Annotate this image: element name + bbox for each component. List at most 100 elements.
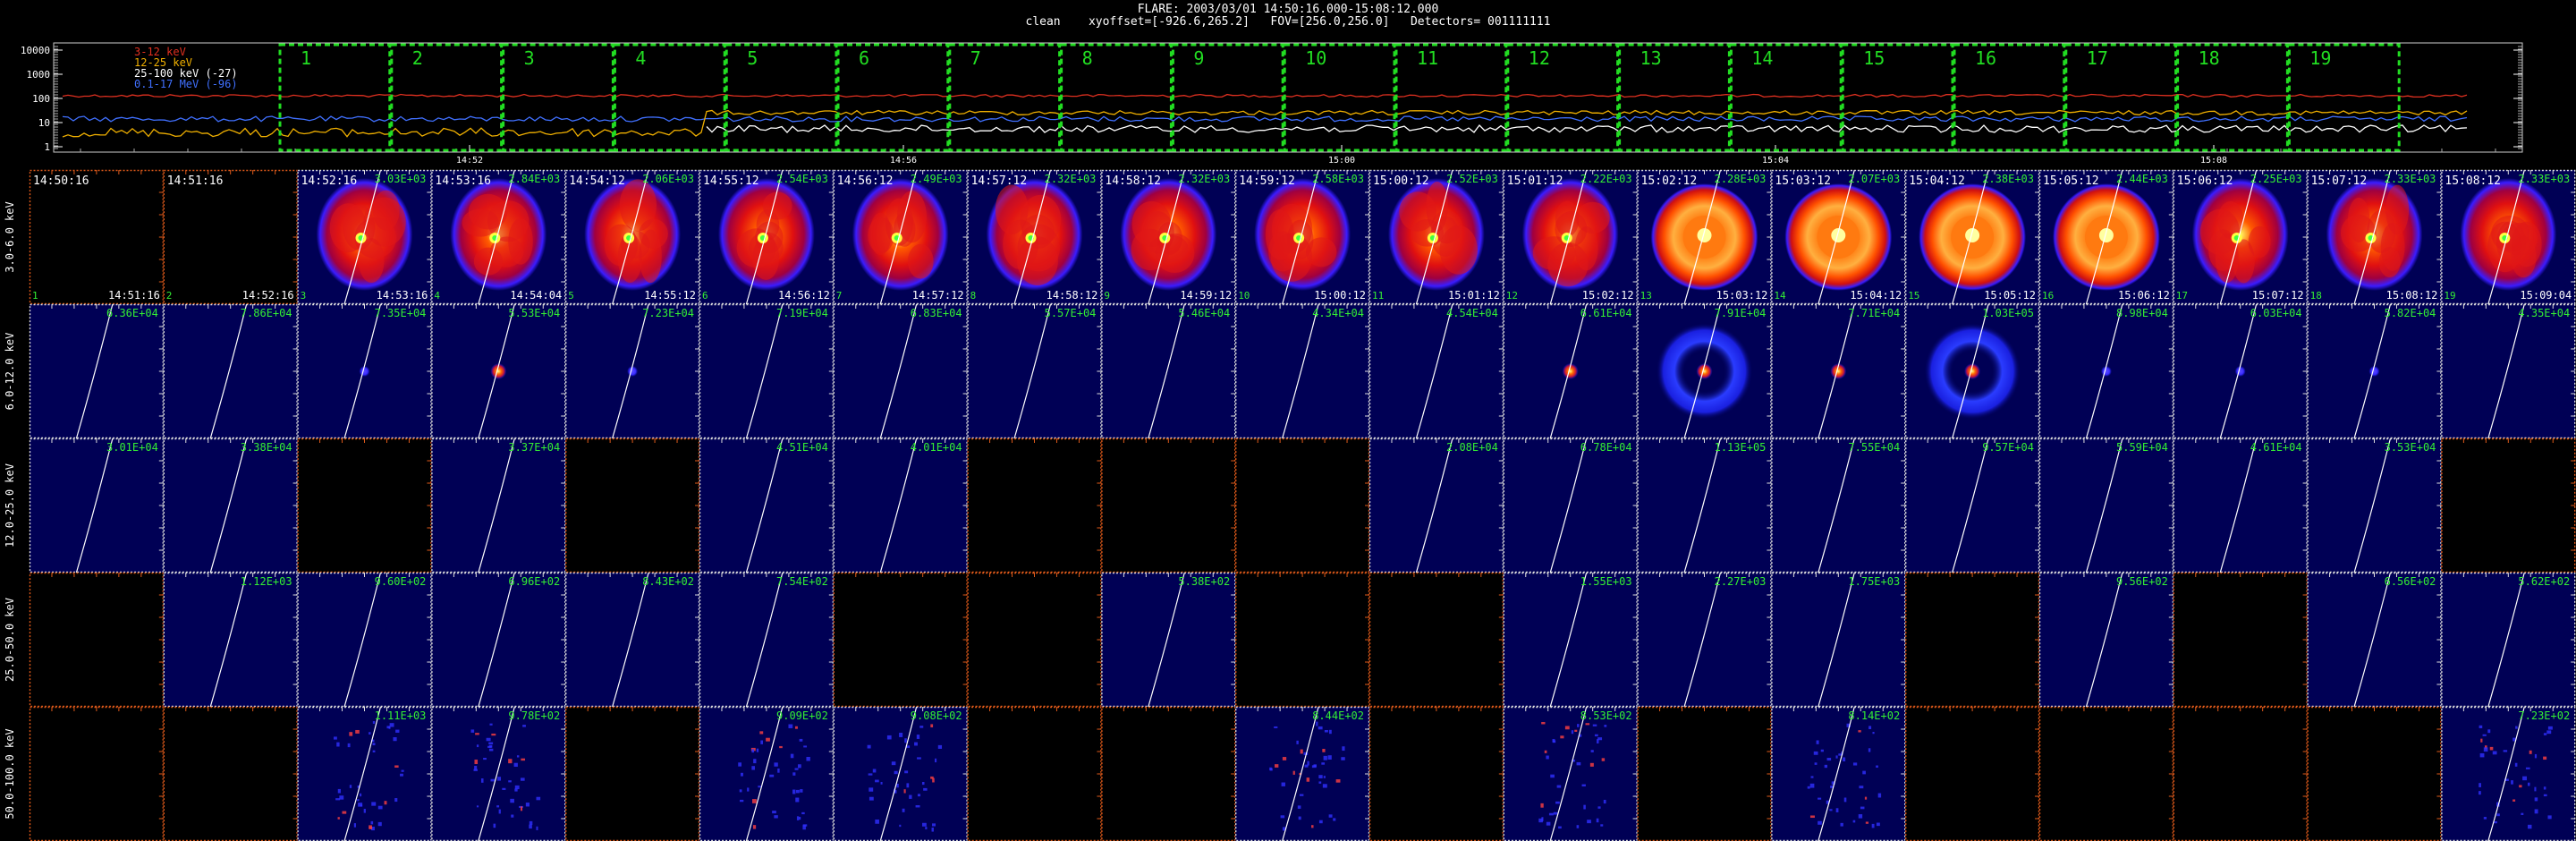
image-panel[interactable]: 9.56E+02: [2038, 572, 2174, 708]
interval-box[interactable]: [1618, 43, 1731, 152]
image-panel[interactable]: 14:50:16 14:51:16 1: [29, 169, 165, 305]
interval-box[interactable]: [1394, 43, 1508, 152]
image-panel[interactable]: 8.53E+02: [1503, 706, 1638, 841]
interval-box[interactable]: [1171, 43, 1284, 152]
image-panel[interactable]: 8.44E+02: [1234, 706, 1370, 841]
image-panel[interactable]: 4.51E+04: [699, 437, 835, 573]
image-panel[interactable]: 2.22E+03 15:01:12 15:02:12 12: [1503, 169, 1638, 305]
image-panel[interactable]: 2.32E+03 14:58:12 14:59:12 9: [1101, 169, 1236, 305]
image-panel[interactable]: 9.09E+02: [699, 706, 835, 841]
image-panel[interactable]: 7.71E+04: [1771, 303, 1906, 439]
interval-box[interactable]: [390, 43, 504, 152]
image-panel[interactable]: 6.36E+04: [29, 303, 165, 439]
image-panel[interactable]: 7.55E+04: [1771, 437, 1906, 573]
image-panel[interactable]: 7.91E+04: [1637, 303, 1772, 439]
image-panel[interactable]: 6.83E+04: [833, 303, 968, 439]
lightcurve-plot[interactable]: 10000 1000 100 10 1 14:52 14:56 15:00 15:04 15:08…: [0, 0, 2576, 166]
image-panel[interactable]: [1368, 706, 1504, 841]
image-panel[interactable]: [163, 706, 298, 841]
image-panel[interactable]: 8.43E+02: [565, 572, 700, 708]
image-panel[interactable]: 2.25E+03 15:06:12 15:07:12 17: [2173, 169, 2308, 305]
image-panel[interactable]: 2.54E+03 14:55:12 14:56:12 6: [699, 169, 835, 305]
image-panel[interactable]: 4.54E+04: [1368, 303, 1504, 439]
image-panel[interactable]: 9.57E+04: [1904, 437, 2040, 573]
image-panel[interactable]: 2.84E+03 14:53:16 14:54:04 4: [431, 169, 566, 305]
image-panel[interactable]: 7.19E+04: [699, 303, 835, 439]
image-panel[interactable]: [2173, 706, 2308, 841]
image-panel[interactable]: 2.52E+03 15:00:12 15:01:12 11: [1368, 169, 1504, 305]
interval-box[interactable]: [836, 43, 950, 152]
image-panel[interactable]: [1101, 706, 1236, 841]
image-panel[interactable]: [2307, 706, 2442, 841]
image-panel[interactable]: 3.37E+04: [431, 437, 566, 573]
image-panel[interactable]: [833, 572, 968, 708]
image-panel[interactable]: [2038, 706, 2174, 841]
image-panel[interactable]: 2.06E+03 14:54:12 14:55:12 5: [565, 169, 700, 305]
interval-box[interactable]: [2287, 43, 2401, 152]
image-panel[interactable]: [2173, 572, 2308, 708]
image-panel[interactable]: 14:51:16 14:52:16 2: [163, 169, 298, 305]
image-panel[interactable]: 5.59E+04: [2038, 437, 2174, 573]
image-panel[interactable]: 6.56E+02: [2307, 572, 2442, 708]
image-panel[interactable]: 2.44E+03 15:05:12 15:06:12 16: [2038, 169, 2174, 305]
image-panel[interactable]: [297, 437, 432, 573]
interval-box[interactable]: [1729, 43, 1843, 152]
image-panel[interactable]: 7.23E+04: [565, 303, 700, 439]
interval-box[interactable]: [2064, 43, 2178, 152]
image-panel[interactable]: 2.27E+03: [1637, 572, 1772, 708]
interval-box[interactable]: [948, 43, 1062, 152]
image-panel[interactable]: 7.54E+02: [699, 572, 835, 708]
image-panel[interactable]: 2.28E+03 15:02:12 15:03:12 13: [1637, 169, 1772, 305]
image-panel[interactable]: 9.60E+02: [297, 572, 432, 708]
image-panel[interactable]: 1.12E+03: [163, 572, 298, 708]
image-panel[interactable]: 6.78E+04: [1503, 437, 1638, 573]
image-panel[interactable]: [565, 706, 700, 841]
image-panel[interactable]: [967, 437, 1102, 573]
image-panel[interactable]: 5.57E+04: [967, 303, 1102, 439]
interval-box[interactable]: [1506, 43, 1620, 152]
image-panel[interactable]: 5.62E+02: [2441, 572, 2576, 708]
image-panel[interactable]: 2.49E+03 14:56:12 14:57:12 7: [833, 169, 968, 305]
image-panel[interactable]: [29, 572, 165, 708]
image-panel[interactable]: [2441, 437, 2576, 573]
image-panel[interactable]: 8.14E+02: [1771, 706, 1906, 841]
image-panel[interactable]: 4.61E+04: [2173, 437, 2308, 573]
image-panel[interactable]: 7.23E+02: [2441, 706, 2576, 841]
image-panel[interactable]: 6.61E+04: [1503, 303, 1638, 439]
image-panel[interactable]: 2.32E+03 14:57:12 14:58:12 8: [967, 169, 1102, 305]
image-panel[interactable]: 2.33E+03 15:07:12 15:08:12 18: [2307, 169, 2442, 305]
interval-box[interactable]: [1060, 43, 1173, 152]
image-panel[interactable]: 7.86E+04: [163, 303, 298, 439]
image-panel[interactable]: 1.55E+03: [1503, 572, 1638, 708]
image-panel[interactable]: 5.46E+04: [1101, 303, 1236, 439]
image-panel[interactable]: 1.11E+03: [297, 706, 432, 841]
image-panel[interactable]: [967, 572, 1102, 708]
image-panel[interactable]: 2.07E+03 15:03:12 15:04:12 14: [1771, 169, 1906, 305]
image-panel[interactable]: 4.01E+04: [833, 437, 968, 573]
image-panel[interactable]: 2.38E+03 15:04:12 15:05:12 15: [1904, 169, 2040, 305]
image-panel[interactable]: 8.98E+04: [2038, 303, 2174, 439]
image-panel[interactable]: [29, 706, 165, 841]
image-panel[interactable]: 2.08E+04: [1368, 437, 1504, 573]
image-panel[interactable]: 7.35E+04: [297, 303, 432, 439]
image-panel[interactable]: 6.03E+04: [2173, 303, 2308, 439]
image-panel[interactable]: [1904, 706, 2040, 841]
image-panel[interactable]: 3.03E+03 14:52:16 14:53:16 3: [297, 169, 432, 305]
image-panel[interactable]: 3.53E+04: [2307, 437, 2442, 573]
interval-box[interactable]: [724, 43, 838, 152]
image-panel[interactable]: [1637, 706, 1772, 841]
image-panel[interactable]: 5.82E+04: [2307, 303, 2442, 439]
interval-box[interactable]: [1841, 43, 1954, 152]
image-panel[interactable]: [565, 437, 700, 573]
interval-box[interactable]: [278, 43, 392, 152]
image-panel[interactable]: [1234, 437, 1370, 573]
image-panel[interactable]: 1.03E+05: [1904, 303, 2040, 439]
image-panel[interactable]: 2.58E+03 14:59:12 15:00:12 10: [1234, 169, 1370, 305]
image-panel[interactable]: 1.75E+03: [1771, 572, 1906, 708]
interval-box[interactable]: [613, 43, 726, 152]
interval-box[interactable]: [502, 43, 614, 152]
image-panel[interactable]: 4.35E+04: [2441, 303, 2576, 439]
interval-box[interactable]: [1953, 43, 2066, 152]
image-panel[interactable]: 9.78E+02: [431, 706, 566, 841]
